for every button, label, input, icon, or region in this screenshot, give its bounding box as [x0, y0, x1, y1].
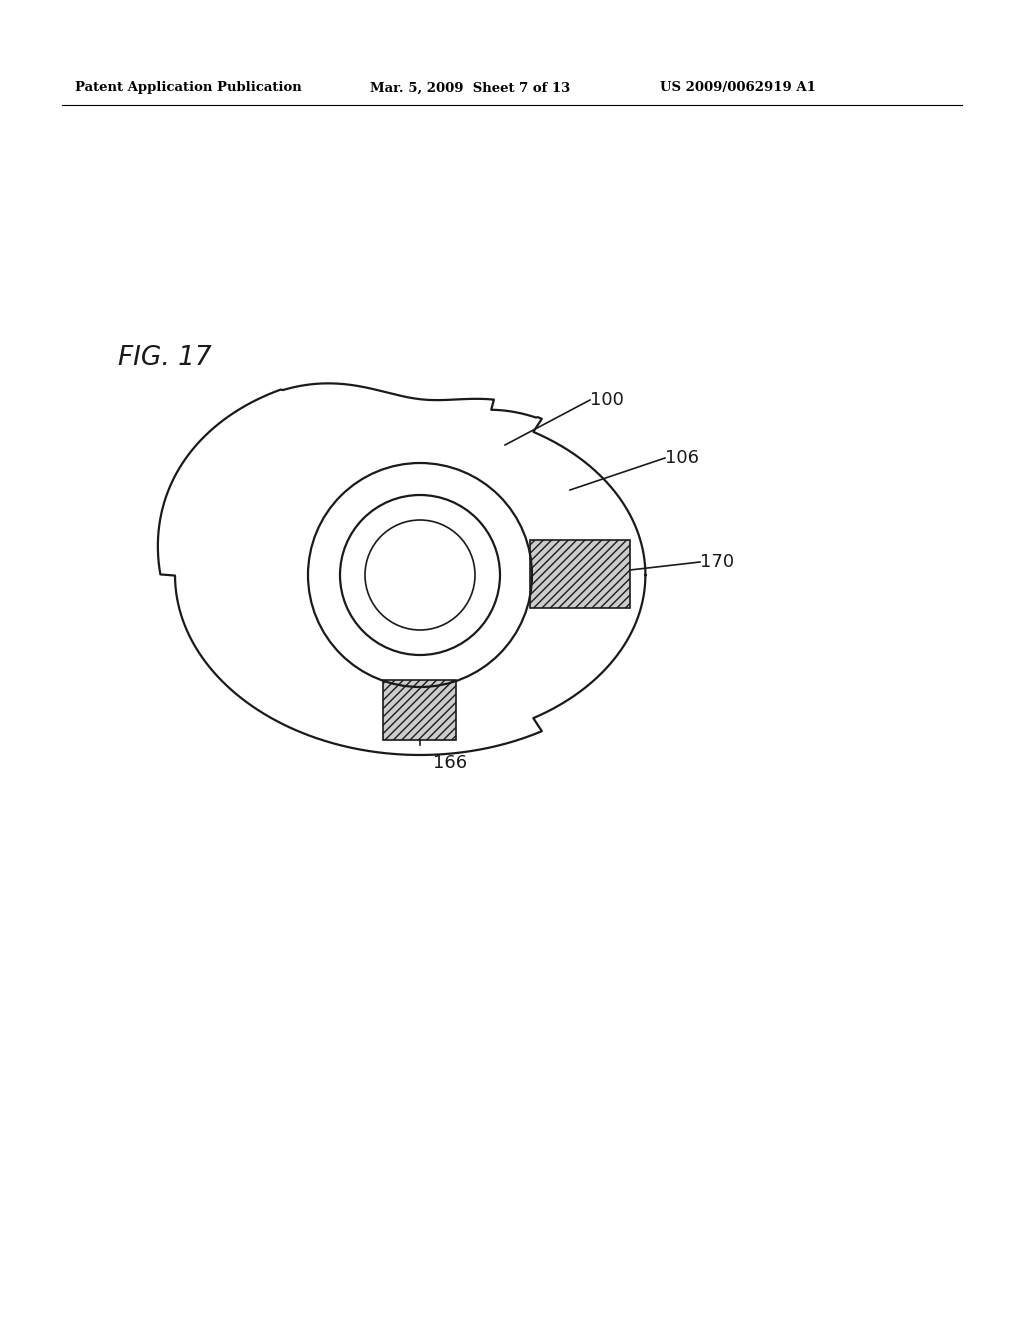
Text: Patent Application Publication: Patent Application Publication	[75, 82, 302, 95]
Text: 166: 166	[433, 754, 467, 772]
Text: US 2009/0062919 A1: US 2009/0062919 A1	[660, 82, 816, 95]
Text: 170: 170	[700, 553, 734, 572]
Text: 106: 106	[665, 449, 699, 467]
Text: 100: 100	[590, 391, 624, 409]
Text: FIG. 17: FIG. 17	[118, 345, 212, 371]
Bar	[530, 540, 630, 609]
Circle shape	[365, 520, 475, 630]
Text: Mar. 5, 2009  Sheet 7 of 13: Mar. 5, 2009 Sheet 7 of 13	[370, 82, 570, 95]
Bar	[383, 680, 456, 741]
